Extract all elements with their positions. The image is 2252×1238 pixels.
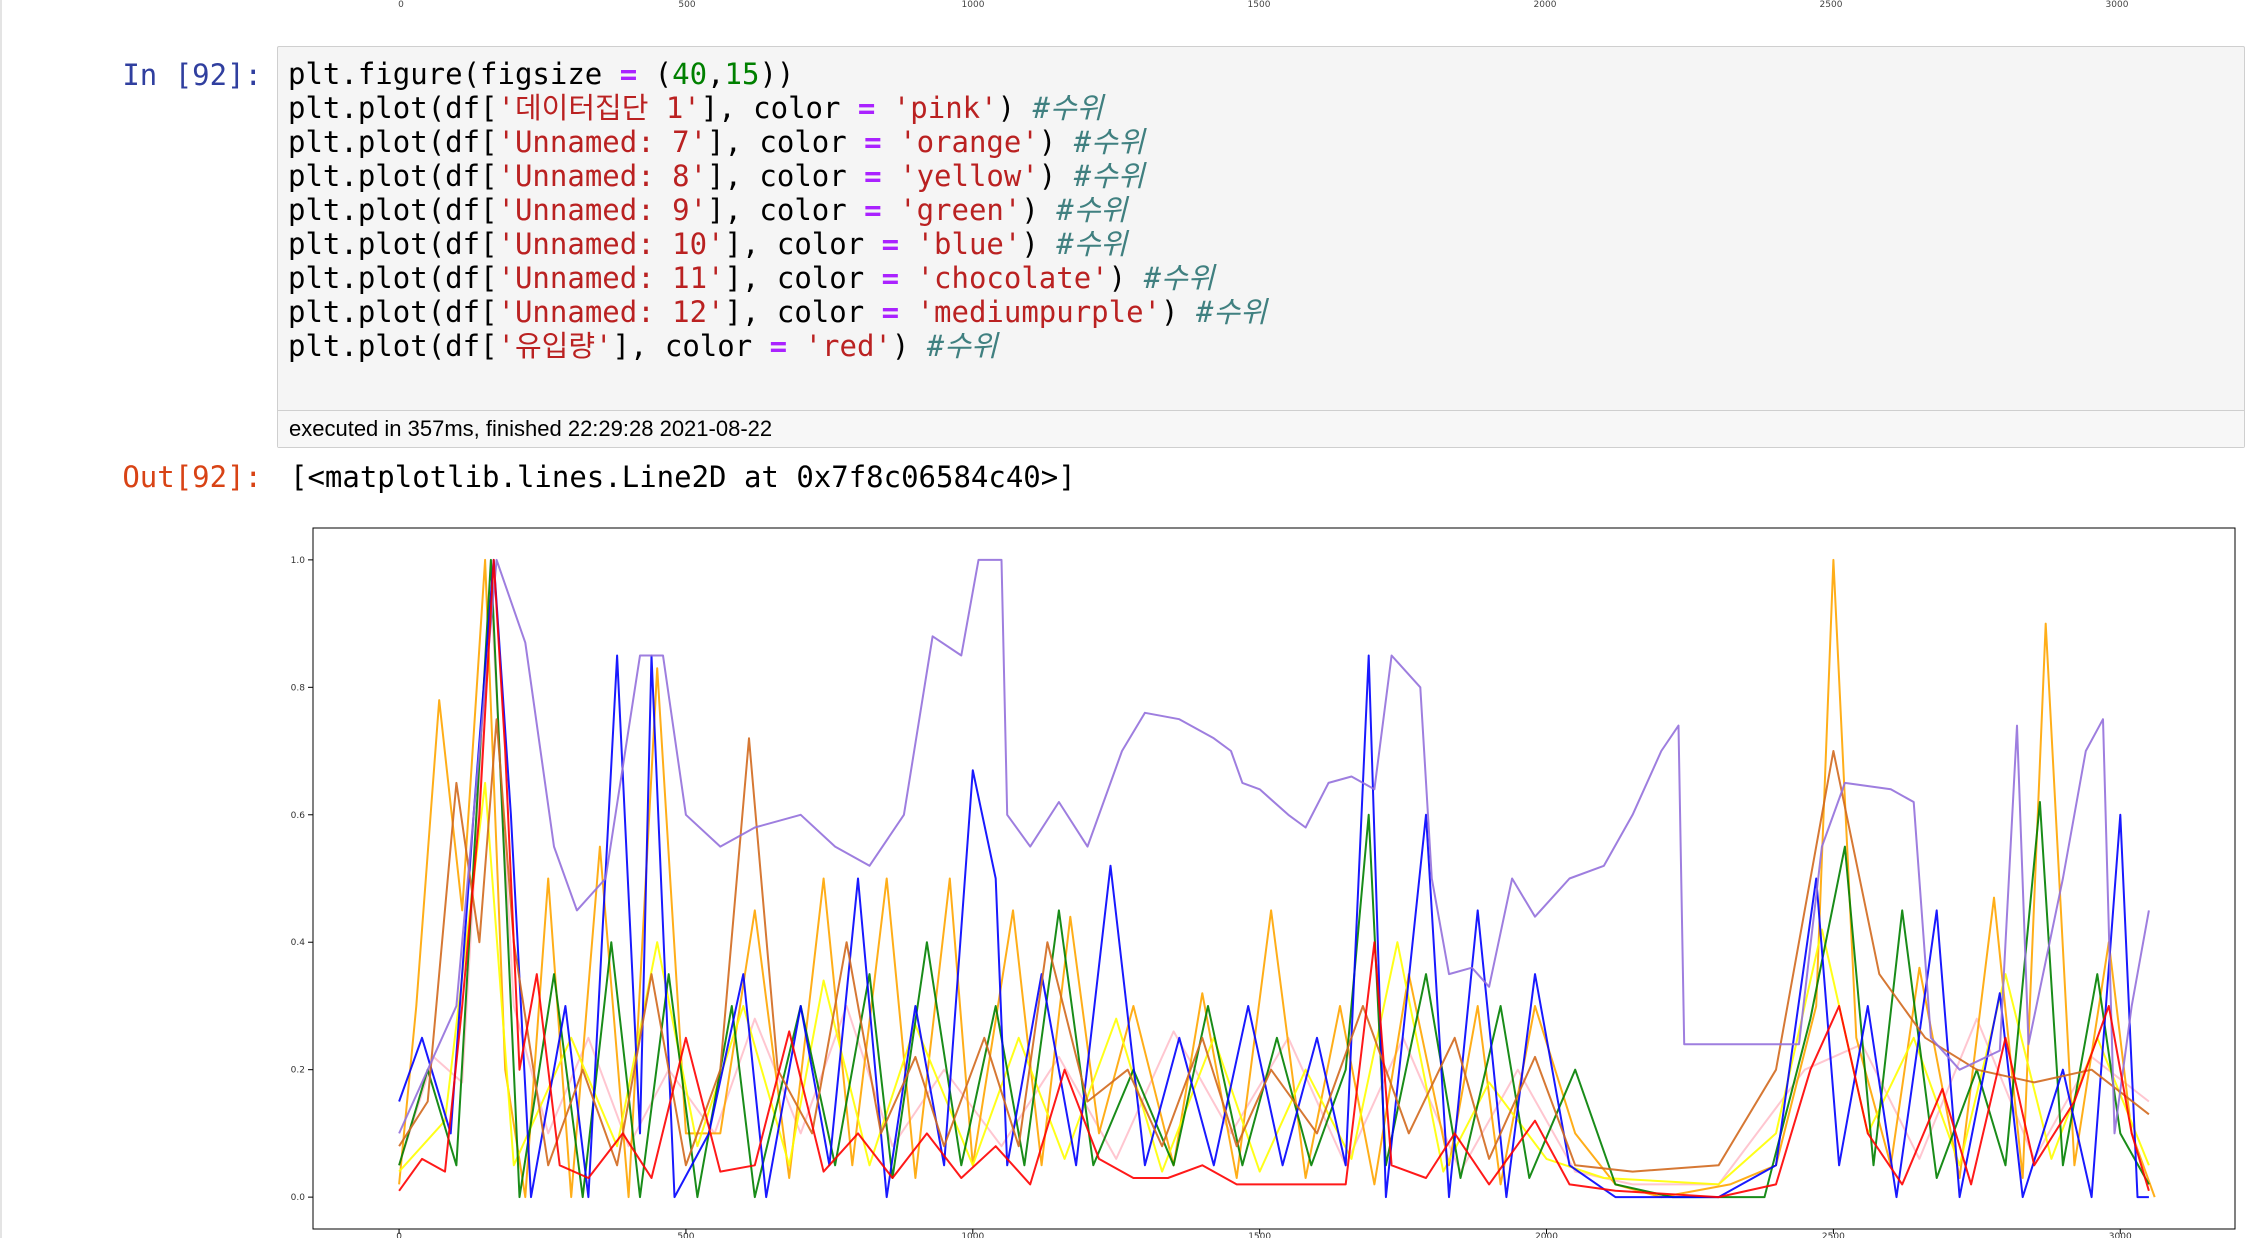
- prev-x-tick: 3000: [2105, 0, 2129, 10]
- series-line-green: [398, 558, 2150, 1199]
- x-tick-label: 2000: [1535, 1232, 1558, 1238]
- y-tick-label: 0.4: [291, 938, 306, 948]
- x-tick-label: 2500: [1822, 1232, 1845, 1238]
- series-line-chocolate: [398, 718, 2150, 1173]
- input-prompt: In [92]:: [122, 58, 262, 92]
- y-tick-label: 0.6: [291, 811, 306, 821]
- y-tick-label: 0.8: [291, 683, 306, 693]
- previous-figure-x-axis: 0 500 1000 1500 2000 2500 3000: [0, 0, 2252, 14]
- output-prompt: Out[92]:: [122, 460, 262, 494]
- code-editor[interactable]: plt.figure(figsize = (40,15)) plt.plot(d…: [288, 57, 1267, 363]
- x-tick-label: 1000: [961, 1232, 984, 1238]
- series-line-pink: [398, 590, 2150, 1186]
- code-line: plt.plot(df['Unnamed: 9'], color = 'gree…: [288, 193, 1128, 227]
- prev-x-tick: 0: [398, 0, 404, 10]
- prev-x-tick: 1500: [1247, 0, 1271, 10]
- code-line: plt.plot(df['Unnamed: 10'], color = 'blu…: [288, 227, 1128, 261]
- notebook-left-rule: [0, 0, 2, 1238]
- prev-x-tick: 500: [678, 0, 696, 10]
- code-line: plt.plot(df['유입량'], color = 'red') #수위: [288, 329, 998, 363]
- code-line: plt.plot(df['데이터집단 1'], color = 'pink') …: [288, 91, 1104, 125]
- execution-info: executed in 357ms, finished 22:29:28 202…: [278, 410, 2244, 447]
- x-tick-label: 3000: [2109, 1232, 2132, 1238]
- code-line: plt.plot(df['Unnamed: 8'], color = 'yell…: [288, 159, 1145, 193]
- y-tick-label: 0.0: [291, 1193, 306, 1203]
- y-tick-label: 0.2: [291, 1066, 305, 1076]
- code-line: plt.plot(df['Unnamed: 12'], color = 'med…: [288, 295, 1267, 329]
- x-tick-label: 500: [677, 1232, 694, 1238]
- series-line-blue: [398, 558, 2149, 1199]
- series-line-red: [398, 558, 2150, 1199]
- code-line: plt.plot(df['Unnamed: 7'], color = 'oran…: [288, 125, 1145, 159]
- x-tick-label: 1500: [1248, 1232, 1271, 1238]
- y-tick-label: 1.0: [291, 556, 306, 566]
- code-cell-input[interactable]: plt.figure(figsize = (40,15)) plt.plot(d…: [277, 46, 2245, 448]
- code-line: plt.plot(df['Unnamed: 11'], color = 'cho…: [288, 261, 1215, 295]
- x-tick-label: 0: [396, 1232, 402, 1238]
- prev-x-tick: 2000: [1533, 0, 1557, 10]
- prev-x-tick: 1000: [961, 0, 985, 10]
- series-line-mediumpurple: [398, 558, 2150, 1135]
- prev-x-tick: 2500: [1819, 0, 1843, 10]
- output-text: [<matplotlib.lines.Line2D at 0x7f8c06584…: [290, 460, 1076, 494]
- code-line: plt.figure(figsize = (40,15)): [288, 57, 795, 91]
